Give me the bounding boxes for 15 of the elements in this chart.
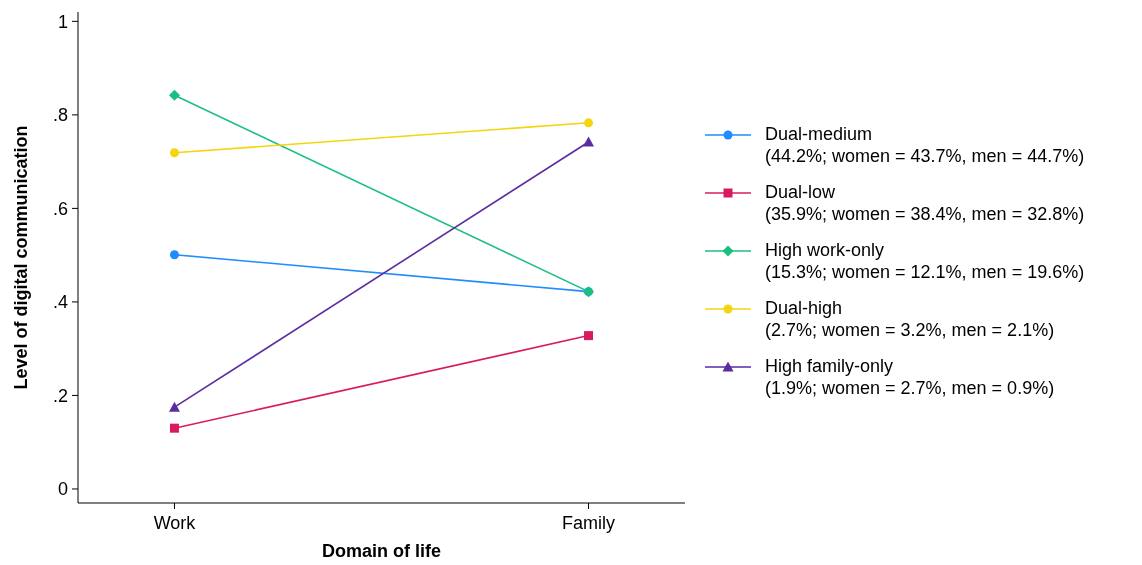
legend-label: Dual-medium (44.2%; women = 43.7%, men = 44.7%) (765, 124, 1085, 166)
x-tick-label: Work (153, 513, 197, 533)
y-axis-title: Level of digital communication (11, 125, 31, 390)
y-tick-label: .2 (52, 385, 68, 406)
y-tick-label: .4 (52, 292, 68, 313)
y-tick-label: .6 (52, 198, 68, 219)
x-tick-label: Family (562, 513, 616, 533)
legend-label: Dual-low (35.9%; women = 38.4%, men = 32.8%) (765, 182, 1085, 224)
y-tick-label: 1 (57, 11, 68, 32)
legend-label: High family-only (1.9%; women = 2.7%, men = 0.9%) (765, 356, 1055, 398)
y-tick-label: .8 (52, 105, 68, 126)
x-axis-title: Domain of life (321, 541, 442, 561)
legend-label: High work-only (15.3%; women = 12.1%, men = 19.6%) (765, 240, 1085, 282)
y-tick-label: 0 (57, 479, 68, 500)
legend-label: Dual-high (2.7%; women = 3.2%, men = 2.1%) (765, 298, 1055, 340)
